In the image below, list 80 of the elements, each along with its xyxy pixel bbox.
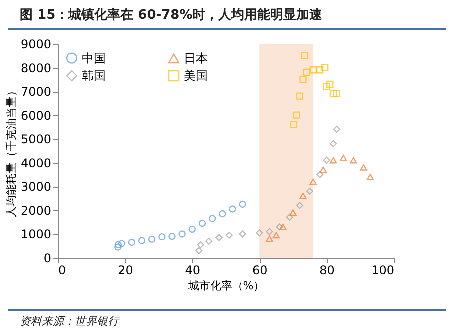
point	[128, 238, 136, 246]
point	[310, 66, 317, 74]
point	[290, 121, 298, 128]
point	[326, 80, 334, 88]
point	[114, 241, 122, 249]
point	[316, 171, 324, 178]
text: 资料来源：世界银行	[8, 309, 446, 330]
point	[266, 228, 274, 236]
point	[300, 76, 307, 84]
point	[216, 234, 223, 242]
point	[320, 166, 328, 174]
point	[196, 247, 203, 254]
point	[310, 178, 317, 186]
point	[229, 206, 236, 213]
y-tick-label: 9000	[20, 38, 52, 52]
point	[266, 236, 274, 242]
point	[276, 223, 284, 231]
point	[333, 90, 340, 98]
point	[322, 64, 329, 72]
point	[300, 192, 307, 200]
point	[323, 156, 330, 164]
point	[208, 215, 216, 222]
point	[350, 157, 358, 164]
x-tick-label: 80	[320, 264, 335, 278]
point	[306, 188, 314, 196]
point	[118, 240, 126, 248]
x-axis-title: 城市化率（%）	[187, 280, 265, 292]
y-tick-label: 2000	[20, 204, 52, 218]
point	[206, 238, 213, 245]
point	[197, 241, 204, 249]
y-tick-label: 1000	[20, 228, 52, 242]
y-tick-label: 4000	[20, 156, 52, 170]
legend-label: 中国	[82, 51, 106, 66]
point	[272, 232, 280, 239]
point	[301, 52, 309, 60]
y-tick-label: 6000	[20, 108, 52, 123]
point	[292, 112, 300, 119]
point	[330, 157, 338, 164]
x-tick-label: 40	[185, 264, 201, 278]
point	[303, 68, 310, 76]
y-tick-label: 3000	[20, 180, 52, 194]
x-tick-label: 20	[118, 264, 134, 278]
chart-title: 图 15：城镇化率在 60-78%时，人均用能明显加速	[8, 0, 446, 30]
x-tick-label: 0	[58, 264, 66, 278]
x-tick-label: 60	[252, 264, 268, 278]
y-tick-label: 5000	[20, 132, 52, 147]
point	[178, 230, 186, 238]
point	[333, 126, 340, 134]
point	[158, 233, 166, 241]
point	[188, 226, 196, 234]
point	[296, 202, 304, 210]
point	[239, 230, 246, 238]
point	[290, 210, 297, 216]
point	[316, 66, 324, 74]
point	[219, 210, 226, 218]
legend-label: 韩国	[82, 69, 106, 83]
point	[330, 140, 338, 148]
point	[256, 229, 264, 237]
point	[323, 83, 330, 90]
point	[286, 214, 294, 222]
y-tick-label: 0	[44, 252, 52, 266]
point	[226, 232, 233, 240]
point	[340, 154, 348, 162]
legend-label: 日本	[184, 52, 208, 66]
point	[198, 220, 206, 228]
point	[360, 164, 368, 171]
point	[366, 174, 374, 180]
y-tick-label: 8000	[20, 61, 52, 76]
point	[280, 224, 287, 230]
point	[148, 236, 156, 244]
point	[239, 200, 246, 208]
y-tick-label: 7000	[20, 85, 52, 100]
x-tick-label: 100	[372, 264, 394, 278]
legend-label: 美国	[184, 69, 208, 83]
point	[168, 233, 176, 240]
point	[114, 244, 122, 251]
point	[296, 92, 304, 100]
y-axis-title: 人均能耗量（千克油当量）	[4, 86, 18, 218]
point	[138, 237, 146, 244]
point	[330, 90, 338, 98]
